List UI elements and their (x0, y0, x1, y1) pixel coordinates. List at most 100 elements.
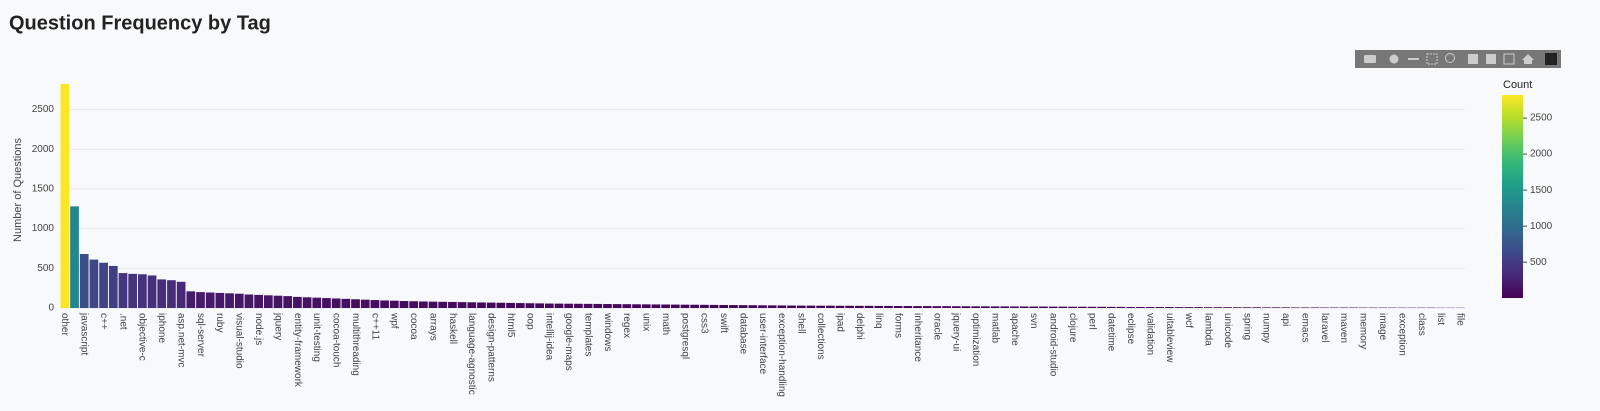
bar (835, 305, 845, 308)
bar (234, 293, 244, 308)
x-tick-label: inheritance (912, 313, 923, 362)
x-tick-label: iphone (156, 313, 167, 343)
chart-title: Question Frequency by Tag (9, 12, 271, 34)
bar (118, 273, 128, 308)
plotly-logo[interactable] (1545, 53, 1557, 65)
bar (157, 279, 167, 308)
bar (603, 304, 612, 308)
bar (670, 304, 680, 308)
pan-icon[interactable] (1408, 58, 1419, 60)
bar (951, 306, 961, 308)
bar (1029, 306, 1039, 308)
x-tick-label: unit-testing (311, 313, 322, 362)
bar (806, 305, 816, 308)
colorbar-tick-label: 500 (1530, 257, 1547, 268)
bar (593, 303, 603, 308)
bar (554, 303, 564, 308)
autoscale-icon[interactable] (1503, 53, 1515, 65)
x-tick-label: optimization (970, 313, 981, 366)
bar (1087, 306, 1097, 308)
bar (796, 305, 806, 308)
x-tick-label: multithreading (350, 313, 361, 376)
zoom-in-icon[interactable] (1468, 54, 1478, 64)
bar (622, 304, 632, 308)
x-tick-label: wpf (389, 312, 400, 329)
x-tick-label: wcf (1183, 312, 1194, 328)
y-axis-label: Number of Questions (12, 138, 24, 242)
bar (60, 84, 70, 308)
zoom-out-icon[interactable] (1486, 54, 1496, 64)
bar (1048, 306, 1058, 308)
bar (1262, 307, 1271, 308)
bar (1174, 307, 1184, 308)
bar (816, 305, 825, 308)
x-tick-label: exception (1396, 313, 1407, 356)
camera-icon[interactable] (1364, 55, 1376, 63)
select-icon[interactable] (1426, 53, 1438, 65)
x-tick-label: haskell (447, 313, 458, 344)
x-tick-label: html5 (505, 313, 516, 338)
bar (990, 306, 1000, 308)
colorbar (1502, 95, 1523, 298)
bar (1203, 307, 1213, 308)
bar (419, 301, 428, 308)
x-tick-label: math (660, 313, 671, 335)
lasso-icon[interactable] (1445, 53, 1455, 63)
bar (1145, 307, 1155, 308)
y-tick-label: 1000 (32, 223, 55, 234)
bar (981, 306, 990, 308)
x-tick-label: sql-server (195, 313, 206, 358)
bar (1184, 307, 1194, 308)
x-tick-label: cocoa (408, 313, 419, 340)
x-tick-label: numpy (1261, 313, 1272, 343)
colorbar-tick-label: 1500 (1530, 185, 1553, 196)
x-tick-label: javascript (79, 312, 90, 355)
bar (942, 306, 951, 308)
x-tick-label: api (1280, 313, 1291, 326)
x-tick-label: ipad (834, 313, 845, 332)
reset-icon[interactable] (1522, 54, 1534, 64)
bar (932, 306, 942, 308)
x-tick-label: visual-studio (234, 313, 245, 369)
x-tick-label: uitableview (1164, 313, 1175, 363)
bar (913, 306, 922, 308)
x-tick-label: templates (582, 313, 593, 356)
x-tick-label: asp.net-mvc (175, 313, 186, 367)
bar (1116, 306, 1126, 308)
bar (1281, 307, 1291, 308)
bar (574, 303, 583, 308)
bar (641, 304, 651, 308)
y-tick-label: 2500 (32, 104, 55, 115)
bar (825, 305, 835, 308)
bar (128, 273, 138, 308)
bar (1019, 306, 1029, 308)
bar (244, 294, 254, 308)
x-tick-label: list (1435, 313, 1446, 325)
modebar (1355, 50, 1561, 68)
y-tick-label: 1500 (32, 184, 55, 195)
bar (1077, 306, 1087, 308)
bar (709, 304, 719, 308)
bar (399, 301, 409, 308)
bar (1232, 307, 1242, 308)
x-tick-label: laravel (1319, 313, 1330, 342)
bar (1106, 306, 1116, 308)
zoom-icon[interactable] (1389, 54, 1399, 64)
y-tick-label: 0 (48, 303, 54, 314)
x-tick-label: entity-framework (292, 313, 303, 388)
bar (496, 302, 506, 308)
x-tick-label: ruby (214, 313, 225, 332)
x-tick-label: swift (718, 313, 729, 333)
bar (583, 303, 593, 308)
bar (535, 303, 544, 308)
bar (1242, 307, 1252, 308)
x-tick-label: linq (873, 313, 884, 329)
bar (341, 298, 351, 308)
bar (506, 302, 515, 308)
bar (215, 292, 225, 308)
bar (884, 305, 893, 308)
bar (1223, 307, 1232, 308)
bar (70, 206, 79, 308)
x-tick-label: android-studio (1048, 313, 1059, 377)
bar (1097, 306, 1106, 308)
